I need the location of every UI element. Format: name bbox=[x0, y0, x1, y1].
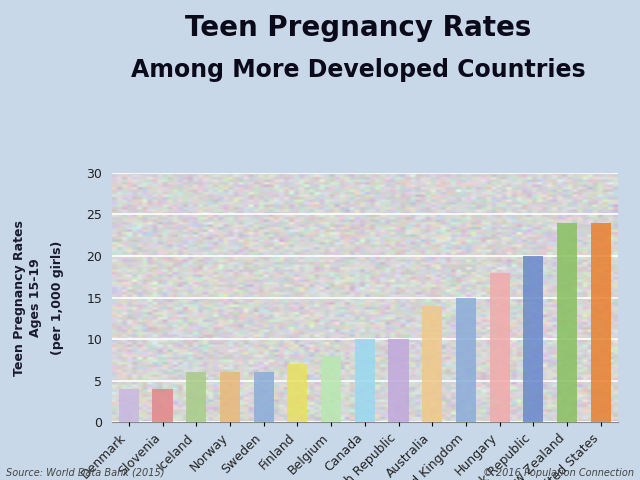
Bar bbox=[388, 339, 408, 422]
Bar bbox=[422, 306, 442, 422]
Bar bbox=[490, 273, 509, 422]
Bar bbox=[355, 339, 375, 422]
Bar bbox=[524, 256, 543, 422]
Text: Ages 15-19: Ages 15-19 bbox=[29, 258, 42, 337]
Text: Source: World Data Bank (2015): Source: World Data Bank (2015) bbox=[6, 468, 165, 478]
Bar bbox=[557, 223, 577, 422]
Text: Teen Pregnancy Rates: Teen Pregnancy Rates bbox=[13, 220, 26, 375]
Bar bbox=[591, 223, 611, 422]
Bar bbox=[287, 364, 307, 422]
Text: Teen Pregnancy Rates: Teen Pregnancy Rates bbox=[185, 14, 532, 42]
Bar bbox=[152, 389, 173, 422]
Bar bbox=[321, 356, 341, 422]
Text: © 2016 Population Connection: © 2016 Population Connection bbox=[483, 468, 634, 478]
Bar bbox=[186, 372, 206, 422]
Text: (per 1,000 girls): (per 1,000 girls) bbox=[51, 240, 64, 355]
Bar bbox=[456, 298, 476, 422]
Text: Among More Developed Countries: Among More Developed Countries bbox=[131, 58, 586, 82]
Bar bbox=[253, 372, 274, 422]
Bar bbox=[220, 372, 240, 422]
Bar bbox=[119, 389, 139, 422]
